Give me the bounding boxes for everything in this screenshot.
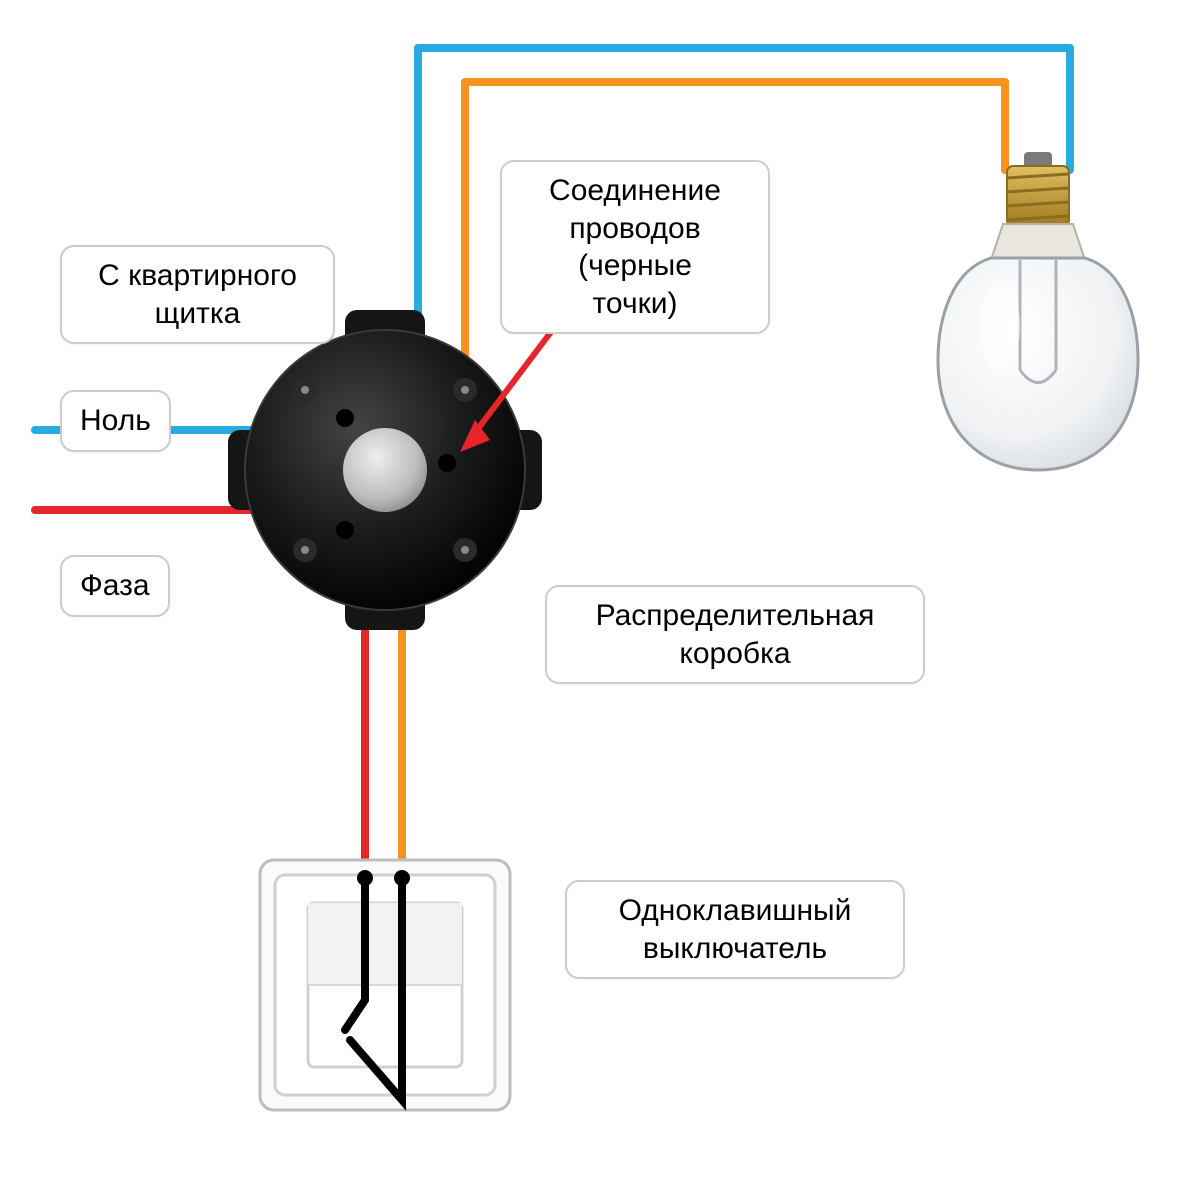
label-panel: С квартирногощитка (60, 245, 335, 344)
label-panel-text: С квартирногощитка (98, 259, 297, 330)
junction-box (228, 310, 542, 630)
label-switch-text: Одноклавишныйвыключатель (619, 894, 852, 965)
joint-switched (438, 454, 456, 472)
wall-switch (260, 860, 510, 1110)
label-joints: Соединениепроводов(черныеточки) (500, 160, 770, 334)
joint-phase (336, 521, 354, 539)
label-phase-text: Фаза (80, 569, 150, 602)
label-box-text: Распределительнаякоробка (596, 599, 875, 670)
label-switch: Одноклавишныйвыключатель (565, 880, 905, 979)
joint-neutral (336, 409, 354, 427)
label-box: Распределительнаякоробка (545, 585, 925, 684)
label-joints-text: Соединениепроводов(черныеточки) (549, 174, 721, 320)
label-neutral-text: Ноль (80, 404, 151, 437)
wire-phase-in (35, 510, 345, 530)
label-neutral: Ноль (60, 390, 171, 452)
label-phase: Фаза (60, 555, 170, 617)
switch-terminal-left (357, 870, 373, 886)
lightbulb-icon (938, 152, 1138, 470)
pointer-arrow (460, 320, 560, 452)
switch-internal-wiring (345, 875, 402, 1100)
switch-terminal-right (394, 870, 410, 886)
